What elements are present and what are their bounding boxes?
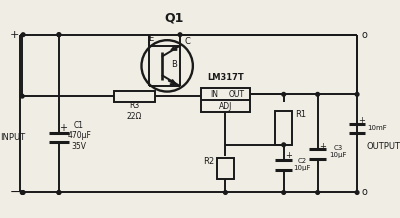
Text: OUT: OUT [229,90,245,99]
Circle shape [316,92,320,96]
Text: B: B [172,60,178,68]
Text: IN: IN [210,90,218,99]
Text: +: + [10,30,20,40]
FancyBboxPatch shape [201,88,250,112]
Text: 10mF: 10mF [367,125,387,131]
Text: E: E [148,34,153,43]
Text: C1
470μF
35V: C1 470μF 35V [67,121,91,150]
FancyBboxPatch shape [217,158,234,179]
Text: Q1: Q1 [164,12,183,25]
Circle shape [57,191,61,194]
Text: +: + [285,151,292,160]
Text: o: o [362,187,367,198]
Circle shape [282,143,286,147]
Text: −: − [10,186,20,199]
Text: LM317T: LM317T [207,73,244,82]
Circle shape [355,92,359,96]
Circle shape [282,92,286,96]
Text: C3
10μF: C3 10μF [329,145,346,158]
Text: C2
10μF: C2 10μF [293,158,311,172]
Circle shape [20,191,24,194]
Text: INPUT: INPUT [0,133,26,142]
Circle shape [316,191,320,194]
Circle shape [57,33,61,37]
Text: R3
22Ω: R3 22Ω [127,101,142,121]
Circle shape [57,33,61,37]
Circle shape [57,191,61,194]
Text: ADJ: ADJ [219,102,232,111]
Circle shape [21,191,25,194]
Text: +: + [58,123,66,133]
Text: C: C [184,37,190,46]
Text: +: + [358,116,365,125]
Circle shape [178,33,182,37]
Text: +: + [319,142,326,151]
Circle shape [282,191,286,194]
Circle shape [355,191,359,194]
Text: OUTPUT: OUTPUT [366,142,400,151]
Text: R2: R2 [203,157,214,166]
FancyBboxPatch shape [276,111,292,145]
Circle shape [20,94,24,98]
Circle shape [224,191,227,194]
Text: o: o [362,30,367,40]
FancyBboxPatch shape [114,91,155,102]
Circle shape [21,33,25,37]
Text: R1: R1 [295,111,306,119]
